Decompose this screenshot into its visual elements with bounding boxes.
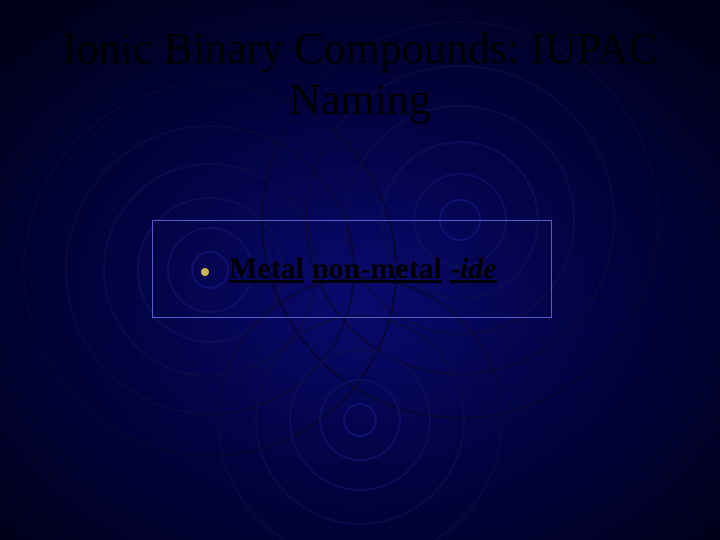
bullet-dot-icon xyxy=(201,268,209,276)
bullet-box: Metalnon-metal-ide xyxy=(152,220,552,318)
bullet-row: Metalnon-metal-ide xyxy=(153,252,497,286)
bullet-part-nonmetal: non-metal xyxy=(312,252,442,285)
slide-title: Ionic Binary Compounds: IUPAC Naming xyxy=(0,24,720,125)
bullet-part-metal: Metal xyxy=(229,252,304,285)
slide-content: Ionic Binary Compounds: IUPAC Naming Met… xyxy=(0,0,720,540)
bullet-part-ide: -ide xyxy=(450,252,497,285)
bullet-text: Metalnon-metal-ide xyxy=(229,252,497,286)
